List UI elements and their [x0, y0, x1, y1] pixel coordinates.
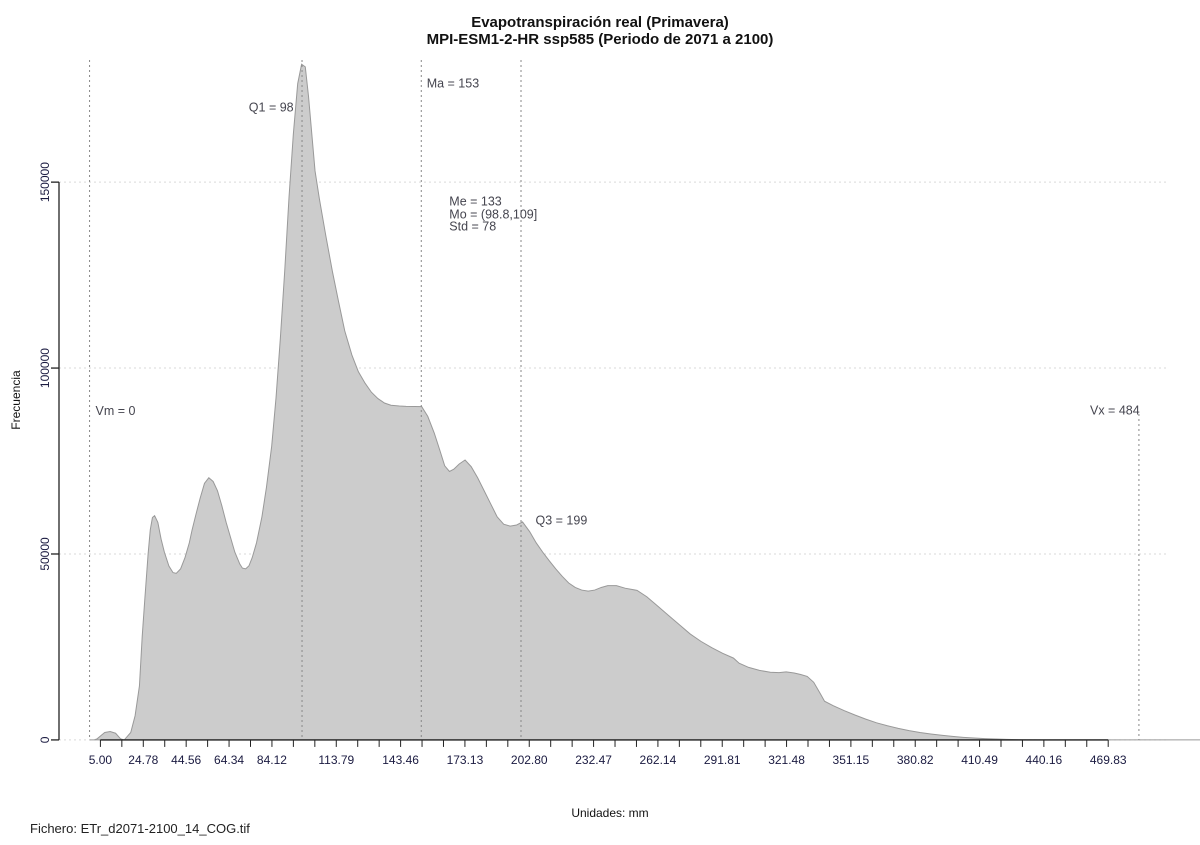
svg-text:173.13: 173.13: [447, 753, 484, 767]
svg-text:Vx = 484: Vx = 484: [1090, 404, 1140, 418]
svg-text:MPI-ESM1-2-HR ssp585 (Periodo: MPI-ESM1-2-HR ssp585 (Periodo de 2071 a …: [427, 31, 774, 48]
svg-text:Vm = 0: Vm = 0: [96, 404, 136, 418]
svg-text:84.12: 84.12: [257, 753, 287, 767]
svg-text:Fichero: ETr_d2071-2100_14_COG: Fichero: ETr_d2071-2100_14_COG.tif: [30, 821, 250, 836]
svg-text:50000: 50000: [38, 537, 52, 571]
svg-text:Frecuencia: Frecuencia: [9, 370, 23, 430]
svg-text:64.34: 64.34: [214, 753, 244, 767]
svg-text:113.79: 113.79: [318, 753, 354, 767]
svg-text:440.16: 440.16: [1026, 753, 1063, 767]
svg-text:410.49: 410.49: [961, 753, 998, 767]
svg-text:232.47: 232.47: [575, 753, 612, 767]
svg-text:Q1 = 98: Q1 = 98: [249, 100, 294, 114]
svg-text:291.81: 291.81: [704, 753, 741, 767]
svg-text:24.78: 24.78: [128, 753, 158, 767]
svg-text:Ma = 153: Ma = 153: [427, 77, 480, 91]
svg-text:Q3 = 199: Q3 = 199: [536, 514, 588, 528]
svg-text:Unidades: mm: Unidades: mm: [571, 806, 648, 820]
svg-text:262.14: 262.14: [640, 753, 677, 767]
svg-text:5.00: 5.00: [89, 753, 113, 767]
svg-text:0: 0: [38, 736, 52, 743]
svg-text:143.46: 143.46: [382, 753, 419, 767]
svg-text:351.15: 351.15: [833, 753, 870, 767]
svg-text:202.80: 202.80: [511, 753, 548, 767]
svg-text:Evapotranspiración real (Prima: Evapotranspiración real (Primavera): [471, 14, 729, 31]
svg-text:Me = 133: Me = 133: [449, 194, 502, 208]
svg-text:380.82: 380.82: [897, 753, 934, 767]
svg-text:150000: 150000: [38, 162, 52, 202]
svg-text:321.48: 321.48: [768, 753, 805, 767]
svg-text:469.83: 469.83: [1090, 753, 1127, 767]
svg-text:44.56: 44.56: [171, 753, 201, 767]
svg-text:Std = 78: Std = 78: [449, 220, 496, 234]
svg-text:100000: 100000: [38, 348, 52, 388]
